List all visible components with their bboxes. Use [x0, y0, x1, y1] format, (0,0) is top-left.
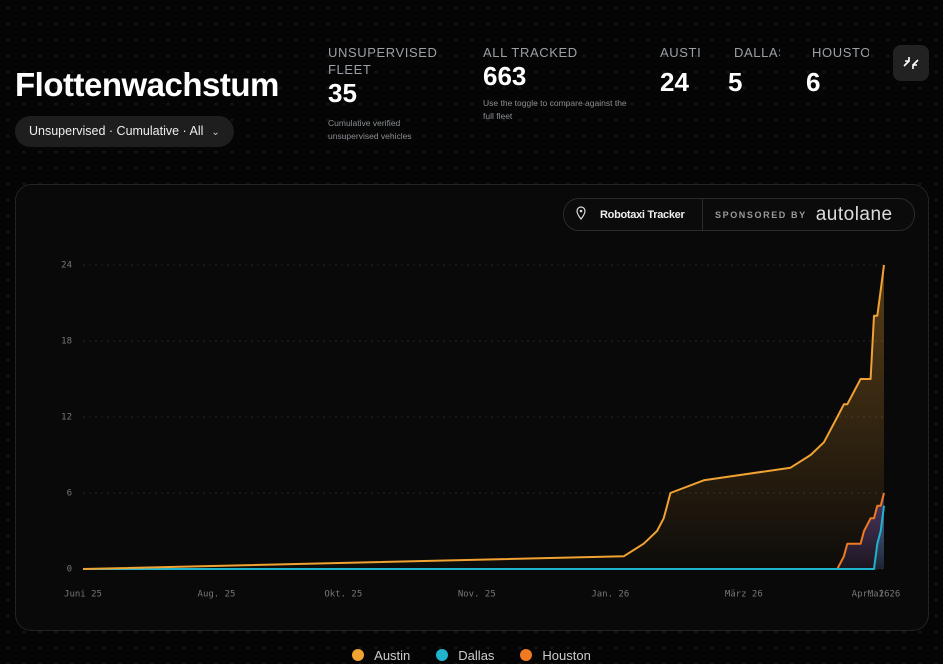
- stat-label: DALLAS: [734, 45, 780, 60]
- legend-item[interactable]: Houston: [520, 648, 591, 663]
- series-line: [83, 505, 885, 570]
- x-tick-label: Okt. 25: [324, 590, 362, 600]
- stat-label: HOUSTON: [812, 45, 869, 60]
- stat: UNSUPERVISED FLEET 35 Cumulative verifie…: [328, 44, 448, 143]
- stat: HOUSTON 6: [806, 44, 869, 98]
- legend-item[interactable]: Dallas: [436, 648, 494, 663]
- y-tick-label: 0: [67, 565, 72, 575]
- stat-label: UNSUPERVISED FLEET: [328, 45, 438, 77]
- series-area: [83, 265, 884, 569]
- legend-item[interactable]: Austin: [352, 648, 410, 663]
- stat-value: 24: [660, 67, 689, 97]
- filter-label: Unsupervised · Cumulative · All: [29, 124, 204, 138]
- x-tick-label: März 26: [725, 590, 763, 600]
- collapse-button[interactable]: [893, 45, 929, 81]
- x-tick-label: Aug. 25: [198, 590, 236, 600]
- x-tick-label: Juni 25: [64, 590, 102, 600]
- sponsor-label: SPONSORED BY: [715, 209, 807, 220]
- legend-swatch: [352, 649, 365, 661]
- legend-swatch: [520, 649, 533, 661]
- stat-value: 663: [483, 61, 527, 91]
- stat: ALL TRACKED 663 Use the toggle to compar…: [483, 44, 633, 123]
- y-tick-label: 12: [61, 413, 72, 423]
- badge[interactable]: Robotaxi Tracker SPONSORED BY autolane: [563, 198, 915, 231]
- pin-icon: [576, 205, 586, 220]
- chevron: ⌄: [211, 127, 220, 138]
- filter-dropdown[interactable]: Unsupervised · Cumulative · All ⌄: [15, 116, 234, 147]
- page-title: Flottenwachstum: [15, 66, 279, 103]
- stat: DALLAS 5: [728, 44, 780, 98]
- y-tick-label: 24: [61, 261, 72, 271]
- stat-note: Cumulative verified unsupervised vehicle…: [328, 118, 412, 141]
- stat-note: Use the toggle to compare against the fu…: [483, 98, 627, 121]
- legend-label: Dallas: [458, 648, 495, 663]
- brand-logo: autolane: [815, 203, 893, 225]
- badge-label: Robotaxi Tracker: [600, 208, 685, 221]
- legend: Austin Dallas Houston: [0, 648, 943, 663]
- stat-value: 5: [728, 67, 743, 97]
- stat-label: AUSTIN: [660, 45, 702, 60]
- y-tick-label: 6: [67, 489, 72, 499]
- y-tick-label: 18: [61, 337, 72, 347]
- x-tick-label: Apr. 26: [852, 590, 890, 600]
- collapse-icon: [903, 57, 919, 69]
- x-tick-label: Nov. 25: [458, 590, 496, 600]
- divider: [702, 199, 703, 230]
- legend-label: Houston: [542, 648, 591, 663]
- legend-label: Austin: [374, 648, 411, 663]
- stat-label: ALL TRACKED: [483, 45, 578, 60]
- stat: AUSTIN 24: [660, 44, 702, 98]
- legend-swatch: [436, 649, 449, 661]
- stat-value: 6: [806, 67, 821, 97]
- stat-value: 35: [328, 78, 357, 108]
- x-tick-label: Mai 26: [868, 590, 901, 600]
- x-tick-label: Jan. 26: [591, 590, 629, 600]
- series-line: [82, 264, 885, 570]
